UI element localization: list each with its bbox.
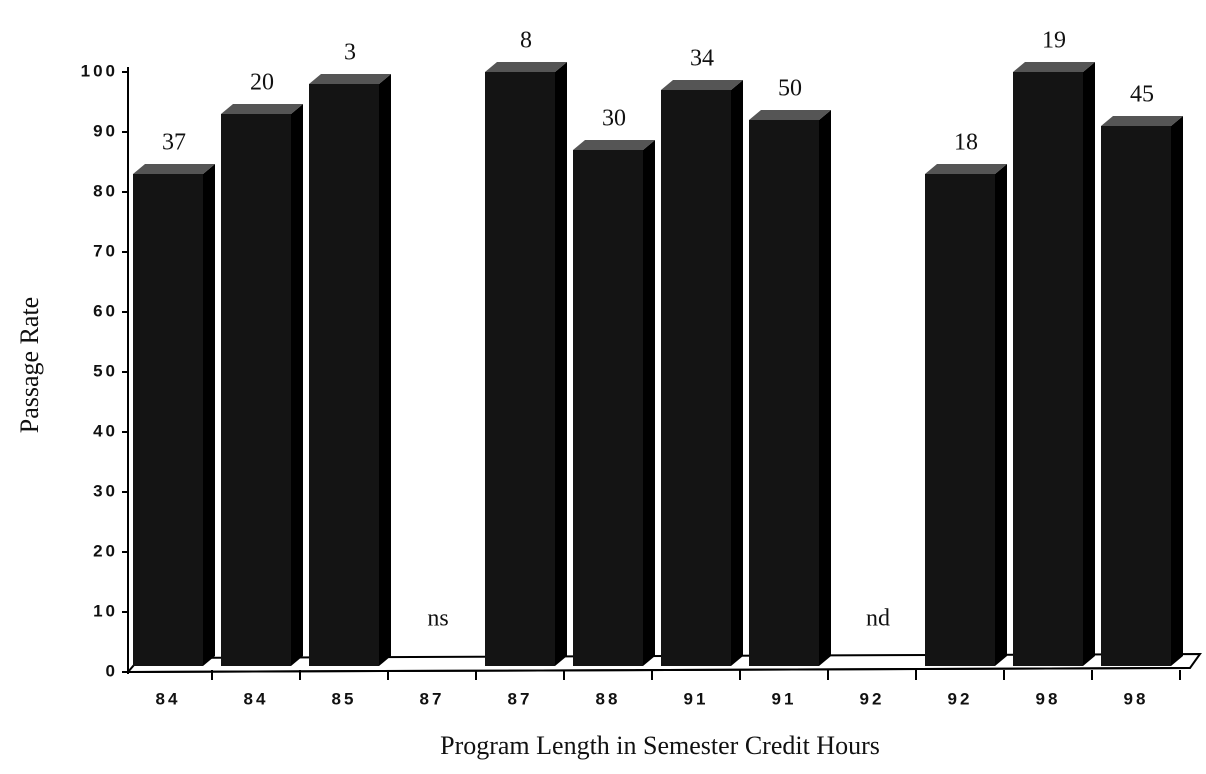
bar-top <box>221 104 303 114</box>
bar-side <box>819 110 831 666</box>
x-tick-label: 88 <box>596 689 621 708</box>
bar-side <box>291 104 303 666</box>
bar-side <box>731 80 743 666</box>
x-axis-label: Program Length in Semester Credit Hours <box>440 731 880 760</box>
x-tick-label: 98 <box>1124 689 1149 708</box>
bar-label: 50 <box>778 76 802 102</box>
bar-label: 19 <box>1042 28 1066 54</box>
x-tick-label: 92 <box>948 689 973 708</box>
bar-top <box>749 110 831 120</box>
bar-label: 18 <box>954 130 978 156</box>
bar-label: 45 <box>1130 82 1154 108</box>
x-tick-label: 84 <box>244 689 269 708</box>
bar <box>133 174 203 666</box>
x-tick-label: 84 <box>156 689 181 708</box>
bar <box>309 84 379 666</box>
bar <box>661 90 731 666</box>
y-tick-label: 30 <box>93 481 118 500</box>
bar-side <box>995 164 1007 666</box>
y-tick-label: 10 <box>93 601 118 620</box>
y-tick-label: 80 <box>93 181 118 200</box>
bar-top <box>925 164 1007 174</box>
y-tick-label: 20 <box>93 541 118 560</box>
bar-label: 34 <box>690 46 714 72</box>
y-tick-label: 50 <box>93 361 118 380</box>
bar-top <box>661 80 743 90</box>
y-tick-label: 40 <box>93 421 118 440</box>
y-tick-label: 70 <box>93 241 118 260</box>
y-axis-label: Passage Rate <box>15 297 44 433</box>
bar-side <box>1083 62 1095 666</box>
bar-top <box>485 62 567 72</box>
y-tick-label: 0 <box>106 661 118 680</box>
bar-top <box>309 74 391 84</box>
bar <box>573 150 643 666</box>
bar-top <box>133 164 215 174</box>
bar <box>485 72 555 666</box>
bar-label: 30 <box>602 106 626 132</box>
bar-top <box>1013 62 1095 72</box>
x-tick-label: 85 <box>332 689 357 708</box>
bar-side <box>203 164 215 666</box>
bar-side <box>379 74 391 666</box>
x-tick-label: 98 <box>1036 689 1061 708</box>
bar <box>925 174 995 666</box>
bar-label: ns <box>427 606 448 632</box>
bar-top <box>1101 116 1183 126</box>
bar <box>1013 72 1083 666</box>
bar-top <box>573 140 655 150</box>
bar-label: nd <box>866 606 890 632</box>
bar <box>749 120 819 666</box>
y-tick-label: 60 <box>93 301 118 320</box>
x-tick-label: 91 <box>772 689 797 708</box>
bar <box>1101 126 1171 666</box>
y-tick-label: 100 <box>81 61 118 80</box>
bar-side <box>1171 116 1183 666</box>
bar-label: 8 <box>520 28 532 54</box>
bar-label: 37 <box>162 130 186 156</box>
bar-side <box>643 140 655 666</box>
bar-label: 20 <box>250 70 274 96</box>
x-tick-label: 92 <box>860 689 885 708</box>
x-tick-label: 87 <box>420 689 445 708</box>
x-tick-label: 87 <box>508 689 533 708</box>
bar-label: 3 <box>344 40 356 66</box>
bar-side <box>555 62 567 666</box>
x-axis <box>127 667 1191 673</box>
x-tick-label: 91 <box>684 689 709 708</box>
bar <box>221 114 291 666</box>
y-tick-label: 90 <box>93 121 118 140</box>
